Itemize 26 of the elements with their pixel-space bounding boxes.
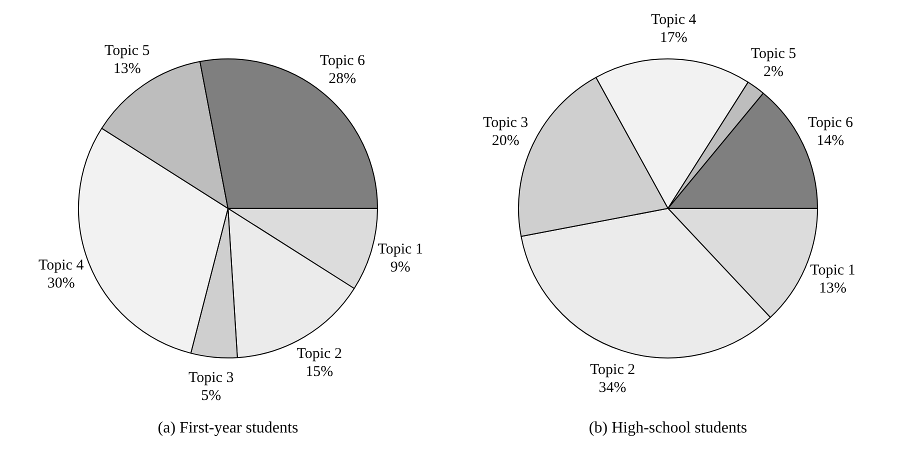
slice-label: Topic 3 [188, 370, 234, 386]
data-label: 20% [492, 132, 520, 149]
slice-label: Topic 5 [104, 42, 150, 59]
data-label: 17% [660, 30, 688, 46]
data-label: 9% [390, 259, 410, 276]
data-label: 28% [328, 71, 356, 88]
text: (b) High-school students [588, 420, 748, 437]
data-label: 2% [764, 64, 784, 80]
slice-label: Topic 1 [378, 241, 423, 258]
slice-label: Topic 6 [320, 53, 366, 70]
data-label: 5% [201, 388, 222, 404]
slice-label: Topic 5 [750, 46, 796, 62]
slice-label: Topic 4 [651, 12, 697, 28]
data-label: 14% [816, 132, 844, 149]
text: (a) First-year students [158, 420, 298, 437]
data-label: 13% [818, 280, 846, 297]
slice-label: Topic 2 [296, 346, 342, 362]
data-label: 15% [306, 364, 334, 380]
slice-label: Topic 2 [590, 362, 636, 378]
slice-label: Topic 1 [810, 262, 856, 279]
slice-label: Topic 3 [482, 114, 528, 131]
slice-label: Topic 4 [38, 257, 84, 274]
data-label: 34% [598, 380, 626, 396]
data-label: 13% [113, 60, 141, 77]
data-label: 30% [47, 275, 75, 292]
slice-label: Topic 6 [808, 114, 854, 131]
